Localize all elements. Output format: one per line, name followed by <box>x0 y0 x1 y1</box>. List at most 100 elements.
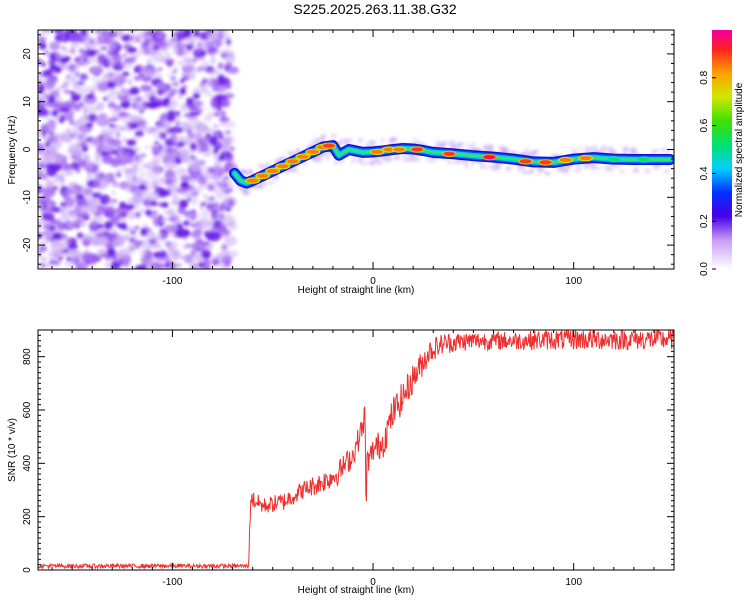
noise-speckle <box>38 42 47 50</box>
noise-speckle <box>50 206 62 213</box>
noise-speckle <box>127 80 131 84</box>
noise-speckle <box>148 101 163 108</box>
noise-speckle <box>157 41 167 49</box>
noise-speckle <box>219 154 224 161</box>
noise-speckle <box>190 132 199 144</box>
noise-speckle <box>134 265 147 269</box>
ridge-halo-speckle <box>357 138 364 143</box>
noise-speckle <box>164 262 170 269</box>
ridge-halo-speckle <box>248 172 253 176</box>
colorbar-tick-label: 0.8 <box>699 70 710 84</box>
noise-speckle <box>168 250 178 262</box>
noise-speckle <box>106 59 118 66</box>
noise-speckle <box>131 104 135 109</box>
noise-speckle <box>81 140 87 148</box>
noise-speckle <box>90 90 95 95</box>
noise-speckle <box>210 216 217 222</box>
noise-speckle <box>66 68 72 72</box>
noise-speckle <box>226 167 230 171</box>
ridge-halo-speckle <box>266 181 275 184</box>
noise-speckle <box>177 141 186 147</box>
noise-speckle <box>223 235 237 247</box>
ridge-halo-speckle <box>426 157 430 162</box>
ridge-peak <box>483 155 496 160</box>
noise-speckle <box>45 162 55 170</box>
noise-speckle <box>106 247 116 258</box>
snr-x-tick-label: -100 <box>162 577 182 588</box>
noise-speckle <box>170 150 178 158</box>
noise-speckle <box>151 189 160 196</box>
noise-speckle <box>53 66 62 74</box>
noise-speckle <box>155 124 159 127</box>
ridge-halo-speckle <box>605 146 614 152</box>
noise-speckle <box>125 204 135 210</box>
noise-speckle <box>176 30 185 35</box>
noise-speckle <box>77 232 82 237</box>
noise-speckle <box>190 196 199 205</box>
ridge-halo-speckle <box>273 176 280 180</box>
noise-speckle <box>179 62 186 67</box>
snr-panel: -100 0 100 0 200 400 600 800 Height of straight… <box>7 329 675 596</box>
figure-title: S225.2025.263.11.38.G32 <box>293 1 456 17</box>
noise-speckle <box>61 213 70 221</box>
noise-speckle <box>44 75 55 83</box>
noise-speckle <box>190 148 196 153</box>
ridge-halo-speckle <box>333 160 340 165</box>
noise-speckle <box>39 262 46 268</box>
ridge-halo-speckle <box>660 147 667 152</box>
noise-speckle <box>90 77 96 81</box>
noise-speckle <box>71 102 80 110</box>
ridge-halo-speckle <box>303 161 308 165</box>
noise-speckle <box>129 184 139 192</box>
noise-speckle <box>77 159 87 168</box>
noise-speckle <box>60 202 67 207</box>
noise-speckle <box>82 252 98 263</box>
ridge-halo-speckle <box>623 148 629 153</box>
noise-speckle <box>66 74 70 80</box>
ridge-halo-speckle <box>356 157 363 161</box>
noise-region <box>38 30 674 269</box>
ridge-peak <box>266 168 279 174</box>
noise-speckle <box>70 43 80 48</box>
noise-speckle <box>193 30 200 38</box>
ridge-halo-speckle <box>535 149 539 155</box>
noise-speckle <box>108 117 115 123</box>
noise-speckle <box>221 244 228 250</box>
noise-speckle <box>190 160 202 173</box>
noise-speckle <box>50 140 63 149</box>
ridge-halo-speckle <box>325 154 330 160</box>
noise-speckle <box>206 47 216 55</box>
noise-speckle <box>176 223 184 229</box>
noise-speckle <box>43 262 52 269</box>
noise-speckle <box>107 90 120 101</box>
noise-speckle <box>58 222 64 225</box>
ridge-halo-speckle <box>479 165 484 169</box>
noise-speckle <box>54 96 63 104</box>
ridge-halo-speckle <box>492 164 501 169</box>
noise-speckle <box>66 256 72 262</box>
noise-speckle <box>164 179 174 185</box>
noise-speckle <box>200 210 211 219</box>
noise-speckle <box>157 106 161 111</box>
noise-speckle <box>100 253 110 259</box>
noise-speckle <box>116 241 124 248</box>
noise-speckle <box>110 217 120 226</box>
ridge-halo-speckle <box>664 150 672 154</box>
noise-speckle <box>68 70 78 81</box>
noise-speckle <box>147 257 153 263</box>
noise-speckle <box>38 241 49 246</box>
noise-speckle <box>138 129 142 133</box>
noise-speckle <box>180 78 185 84</box>
noise-speckle <box>38 223 42 231</box>
noise-speckle <box>49 200 57 209</box>
ridge-halo-speckle <box>606 168 614 172</box>
snr-frame <box>37 329 675 571</box>
noise-speckle <box>65 155 70 160</box>
noise-speckle <box>217 62 224 70</box>
noise-speckle <box>192 58 198 61</box>
noise-speckle <box>118 90 129 103</box>
noise-speckle <box>160 177 166 186</box>
ridge-halo-speckle <box>524 148 530 152</box>
noise-speckle <box>208 186 222 193</box>
